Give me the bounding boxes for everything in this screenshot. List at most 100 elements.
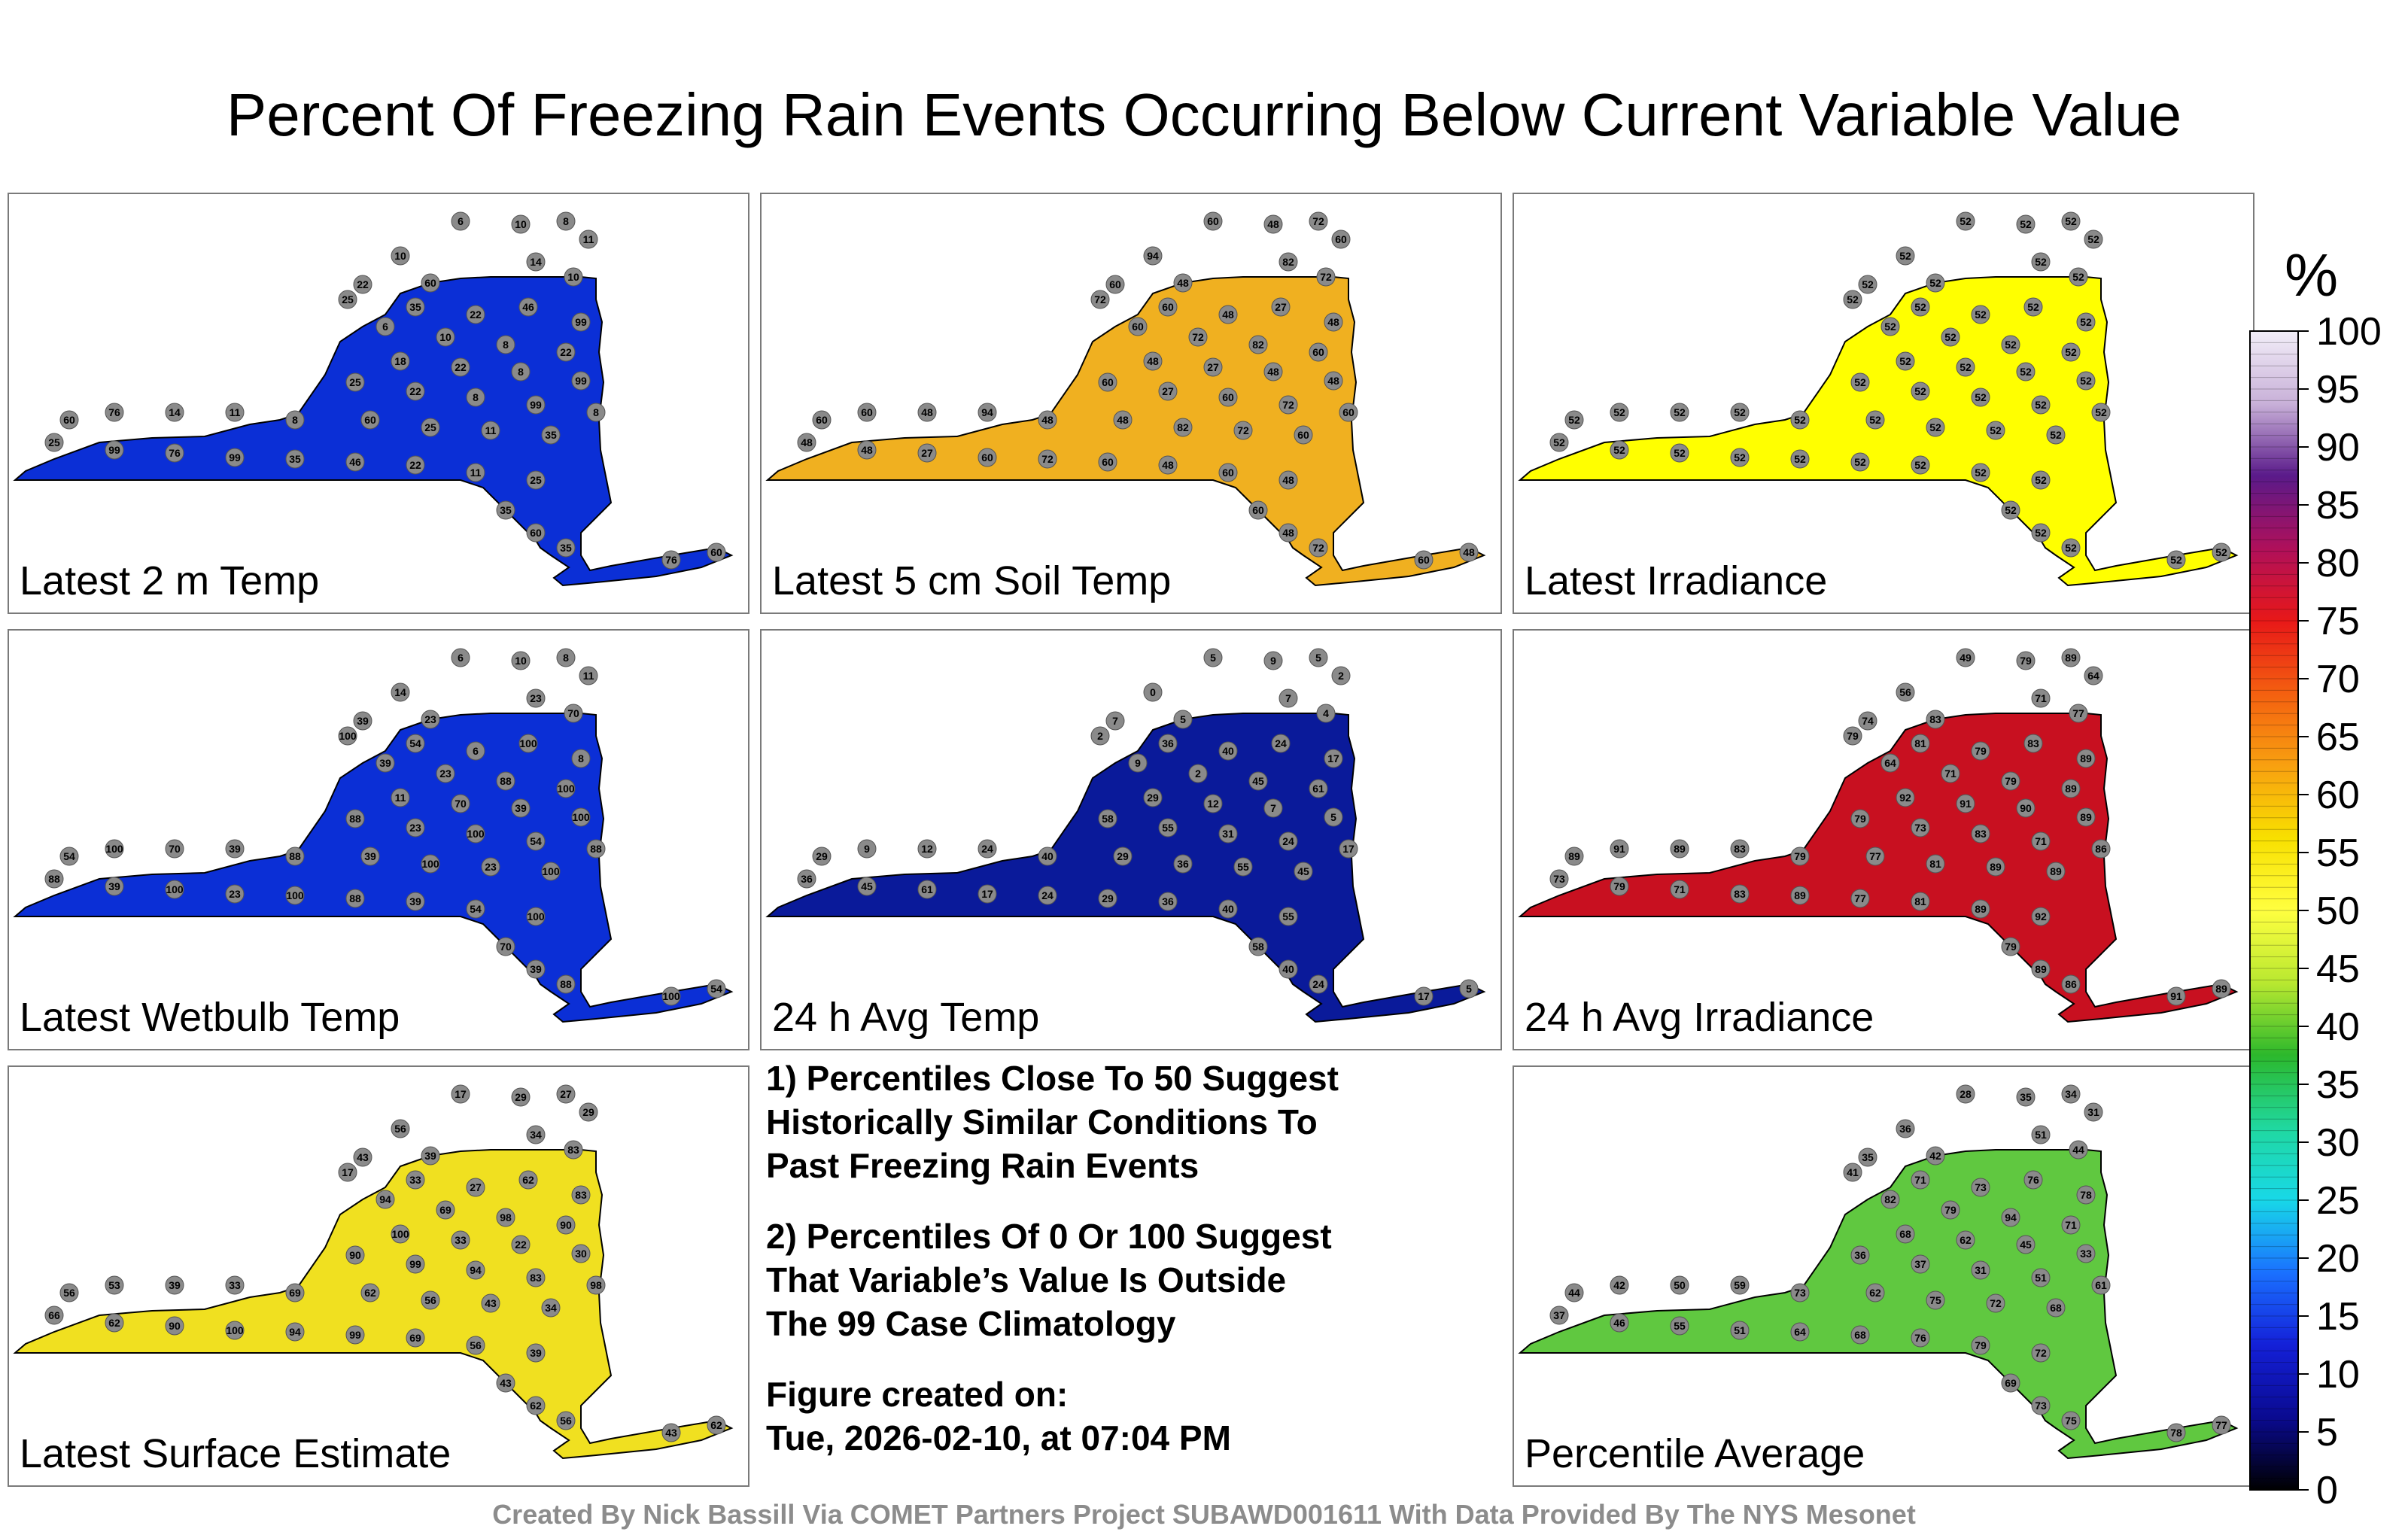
station-marker (556, 1411, 576, 1430)
station-value: 60 (1312, 346, 1324, 358)
station-value: 100 (527, 910, 545, 923)
station-value: 90 (560, 1219, 572, 1231)
station-value: 29 (1147, 792, 1159, 804)
station-value: 2 (1338, 670, 1344, 682)
station-marker (481, 421, 500, 440)
station-value: 7 (1285, 692, 1291, 704)
colorbar-tick-label: 0 (2316, 1469, 2338, 1512)
station-marker (1941, 327, 1960, 347)
station-marker (1038, 847, 1057, 866)
station-value: 76 (665, 554, 677, 566)
station-marker (1790, 847, 1810, 866)
station-value: 43 (500, 1377, 512, 1389)
station-marker (526, 1343, 546, 1363)
station-value: 48 (1117, 414, 1129, 426)
station-value: 60 (1207, 215, 1219, 227)
station-value: 35 (560, 542, 572, 554)
station-value: 48 (1282, 527, 1294, 539)
station-value: 78 (2080, 1189, 2092, 1201)
station-marker (2091, 403, 2111, 422)
station-value: 33 (455, 1234, 467, 1246)
station-marker (1843, 290, 1862, 309)
station-marker (406, 297, 425, 317)
station-value: 27 (1162, 385, 1174, 397)
station-marker (391, 1119, 410, 1138)
station-marker (579, 666, 598, 685)
station-value: 89 (1975, 903, 1987, 915)
station-value: 39 (364, 850, 376, 862)
station-value: 89 (2215, 983, 2227, 995)
station-value: 60 (63, 414, 75, 426)
note2-line3: The 99 Case Climatology (766, 1304, 1176, 1343)
station-value: 83 (567, 1144, 579, 1156)
station-marker (406, 1328, 425, 1348)
station-value: 75 (1929, 1294, 1941, 1306)
station-value: 17 (981, 888, 993, 900)
station-value: 12 (921, 843, 933, 855)
station-marker (2031, 523, 2051, 543)
station-value: 28 (1960, 1088, 1972, 1100)
station-value: 24 (1312, 978, 1324, 990)
station-marker (2001, 500, 2020, 520)
station-marker (225, 1275, 245, 1295)
station-value: 33 (2080, 1248, 2092, 1260)
station-value: 99 (409, 1258, 421, 1270)
station-marker (1248, 335, 1268, 354)
station-value: 10 (439, 331, 451, 343)
station-marker (526, 1268, 546, 1287)
station-marker (2031, 1396, 2051, 1415)
station-value: 52 (2065, 215, 2077, 227)
station-marker (2091, 1275, 2111, 1295)
station-marker (105, 839, 124, 859)
station-marker (345, 452, 365, 472)
station-value: 46 (522, 301, 534, 313)
station-value: 39 (229, 843, 241, 855)
station-value: 5 (1330, 811, 1336, 823)
station-marker (1113, 847, 1133, 866)
station-value: 76 (169, 447, 181, 459)
station-marker (1331, 229, 1351, 249)
station-marker (2016, 214, 2036, 234)
station-value: 60 (710, 546, 722, 558)
station-value: 37 (1553, 1309, 1565, 1321)
station-marker (1278, 395, 1298, 415)
station-marker (436, 764, 455, 783)
station-marker (1309, 342, 1328, 362)
station-marker (466, 899, 485, 919)
station-marker (1850, 1325, 1870, 1345)
station-value: 73 (1794, 1287, 1806, 1299)
station-value: 52 (2035, 399, 2047, 411)
station-marker (2166, 1423, 2186, 1442)
station-value: 56 (63, 1287, 75, 1299)
station-value: 74 (1862, 715, 1874, 727)
station-value: 52 (2050, 429, 2062, 441)
station-value: 100 (166, 883, 184, 895)
station-marker (436, 1200, 455, 1220)
station-marker (1158, 818, 1178, 837)
station-value: 69 (289, 1287, 301, 1299)
station-marker (2031, 1268, 2051, 1287)
station-marker (1038, 410, 1057, 430)
station-marker (406, 1254, 425, 1274)
station-marker (1896, 1224, 1915, 1244)
station-value: 48 (1327, 375, 1339, 387)
map-fill (768, 277, 1484, 585)
station-value: 5 (1315, 652, 1321, 664)
station-value: 42 (1613, 1279, 1625, 1291)
station-value: 60 (1222, 391, 1234, 403)
station-value: 9 (1135, 757, 1141, 769)
station-marker (345, 372, 365, 392)
station-marker (1850, 809, 1870, 828)
station-value: 39 (515, 802, 527, 814)
station-marker (1316, 704, 1336, 723)
station-value: 29 (816, 850, 828, 862)
station-marker (1971, 899, 1990, 919)
station-marker (105, 440, 124, 460)
station-marker (556, 648, 576, 667)
station-marker (421, 418, 440, 437)
station-value: 70 (500, 941, 512, 953)
station-value: 83 (1975, 828, 1987, 840)
station-value: 89 (1674, 843, 1686, 855)
station-marker (1113, 410, 1133, 430)
station-marker (1610, 440, 1629, 460)
